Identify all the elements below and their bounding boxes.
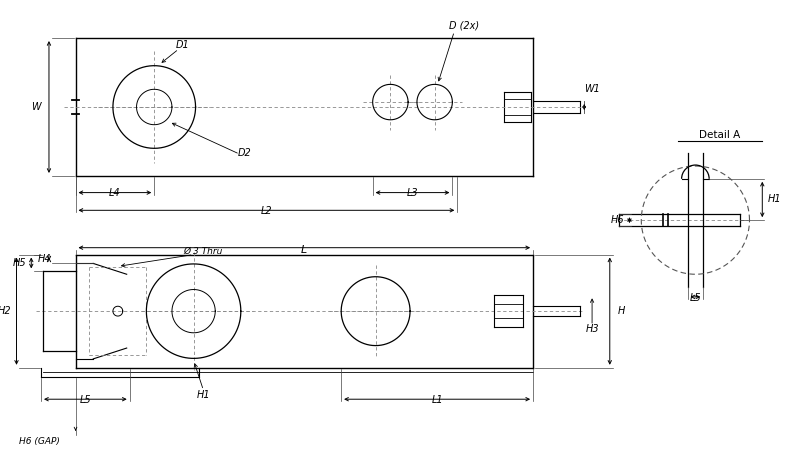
Text: H3: H3 xyxy=(585,324,599,334)
Text: Detail A: Detail A xyxy=(700,130,741,140)
Text: H1: H1 xyxy=(767,195,781,204)
Text: H5: H5 xyxy=(13,258,27,268)
Text: L2: L2 xyxy=(261,206,272,216)
Text: L5: L5 xyxy=(80,395,91,405)
Text: L: L xyxy=(301,245,308,255)
Text: D2: D2 xyxy=(237,148,252,158)
Text: D1: D1 xyxy=(175,40,190,50)
Text: W: W xyxy=(31,102,41,112)
Text: Ø 3 Thru: Ø 3 Thru xyxy=(184,247,223,256)
Text: L4: L4 xyxy=(109,189,121,198)
Text: D (2x): D (2x) xyxy=(449,20,480,30)
Text: H1: H1 xyxy=(196,390,210,400)
Text: L3: L3 xyxy=(407,189,419,198)
Text: H: H xyxy=(618,306,625,316)
Text: H6: H6 xyxy=(611,215,625,225)
Text: H6 (GAP): H6 (GAP) xyxy=(19,437,60,446)
Text: L5: L5 xyxy=(690,293,701,303)
Text: L1: L1 xyxy=(431,395,443,405)
Text: H2: H2 xyxy=(0,306,11,316)
Text: H4: H4 xyxy=(37,254,51,264)
Text: W1: W1 xyxy=(584,84,600,94)
